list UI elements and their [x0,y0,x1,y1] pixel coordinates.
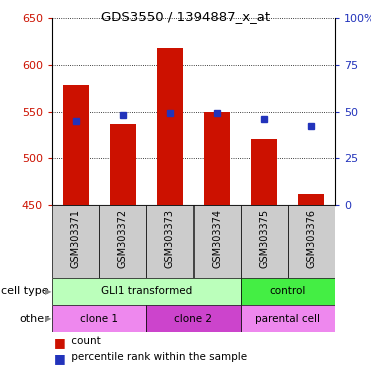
Bar [157,48,183,205]
Text: GSM303376: GSM303376 [306,209,316,268]
Bar [52,305,146,332]
Bar [99,205,146,278]
Text: GSM303372: GSM303372 [118,209,128,268]
Text: GDS3550 / 1394887_x_at: GDS3550 / 1394887_x_at [101,10,270,23]
Text: ▶: ▶ [45,287,51,296]
Bar [110,124,136,205]
Bar [52,205,99,278]
Text: cell type: cell type [1,286,49,296]
Text: ▶: ▶ [45,314,51,323]
Bar [241,205,288,278]
Bar [146,205,194,278]
Text: GSM303373: GSM303373 [165,209,175,268]
Bar [204,113,230,205]
Bar [241,278,335,305]
Bar [288,205,335,278]
Text: clone 1: clone 1 [80,313,118,323]
Text: GSM303371: GSM303371 [70,209,81,268]
Text: GSM303374: GSM303374 [212,209,222,268]
Text: GSM303375: GSM303375 [259,209,269,268]
Bar [241,305,335,332]
Bar [52,278,241,305]
Text: ■: ■ [54,352,66,365]
Bar [146,305,241,332]
Text: control: control [270,286,306,296]
Text: percentile rank within the sample: percentile rank within the sample [68,352,247,362]
Text: ■: ■ [54,336,66,349]
Bar [194,205,241,278]
Bar [63,85,89,205]
Text: parental cell: parental cell [255,313,320,323]
Bar [251,139,277,205]
Text: other: other [19,313,49,323]
Text: clone 2: clone 2 [174,313,213,323]
Text: GLI1 transformed: GLI1 transformed [101,286,192,296]
Bar [298,194,324,205]
Text: count: count [68,336,101,346]
